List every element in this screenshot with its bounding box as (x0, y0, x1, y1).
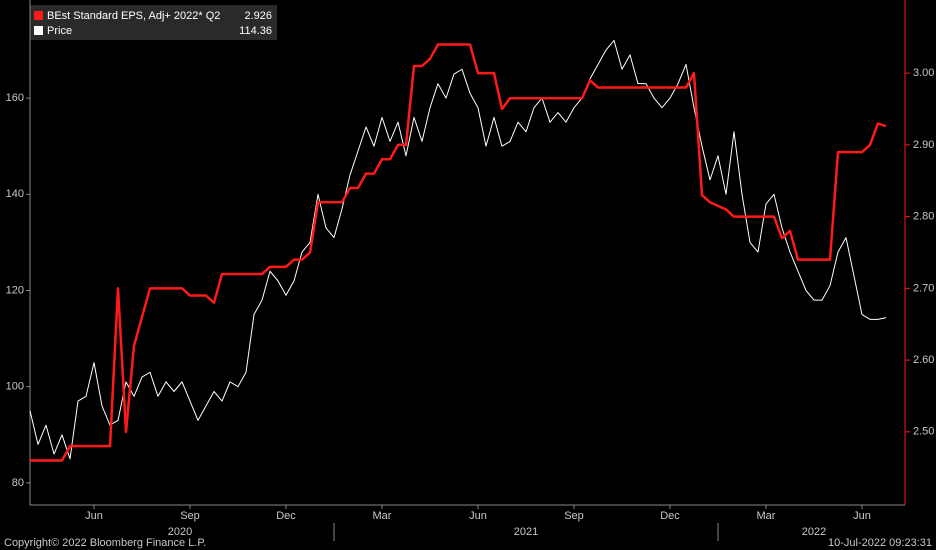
legend-value: 114.36 (239, 25, 272, 37)
year-label: 2020 (168, 526, 192, 538)
y-tick-label: 100 (6, 381, 24, 393)
legend-swatch (34, 11, 43, 20)
legend-label: BEst Standard EPS, Adj+ 2022* Q2 (47, 10, 220, 22)
y-tick-label: 80 (12, 477, 24, 489)
x-tick-label: Sep (180, 510, 200, 522)
y2-tick-label: 2.70 (913, 282, 934, 294)
x-tick-label: Dec (660, 510, 680, 522)
legend-box (30, 5, 277, 40)
timestamp: 10-Jul-2022 09:23:31 (828, 537, 932, 549)
y2-tick-label: 2.60 (913, 354, 934, 366)
x-tick-label: Jun (469, 510, 487, 522)
y2-tick-label: 2.50 (913, 426, 934, 438)
x-tick-label: Jun (853, 510, 871, 522)
y-tick-label: 140 (6, 188, 24, 200)
y2-tick-label: 2.90 (913, 139, 934, 151)
y-tick-label: 160 (6, 92, 24, 104)
y2-tick-label: 2.80 (913, 211, 934, 223)
year-label: 2022 (802, 526, 826, 538)
x-tick-label: Sep (564, 510, 584, 522)
series-line (29, 39, 887, 460)
copyright: Copyright© 2022 Bloomberg Finance L.P. (4, 537, 206, 549)
legend-label: Price (47, 25, 72, 37)
x-tick-label: Mar (757, 510, 776, 522)
y2-tick-label: 3.00 (913, 67, 934, 79)
x-tick-label: Dec (276, 510, 296, 522)
year-label: 2021 (514, 526, 538, 538)
x-tick-label: Mar (373, 510, 392, 522)
legend-value: 2.926 (244, 10, 272, 22)
series-line (30, 43, 887, 462)
x-tick-label: Jun (85, 510, 103, 522)
y-tick-label: 120 (6, 284, 24, 296)
legend-swatch (34, 26, 43, 35)
